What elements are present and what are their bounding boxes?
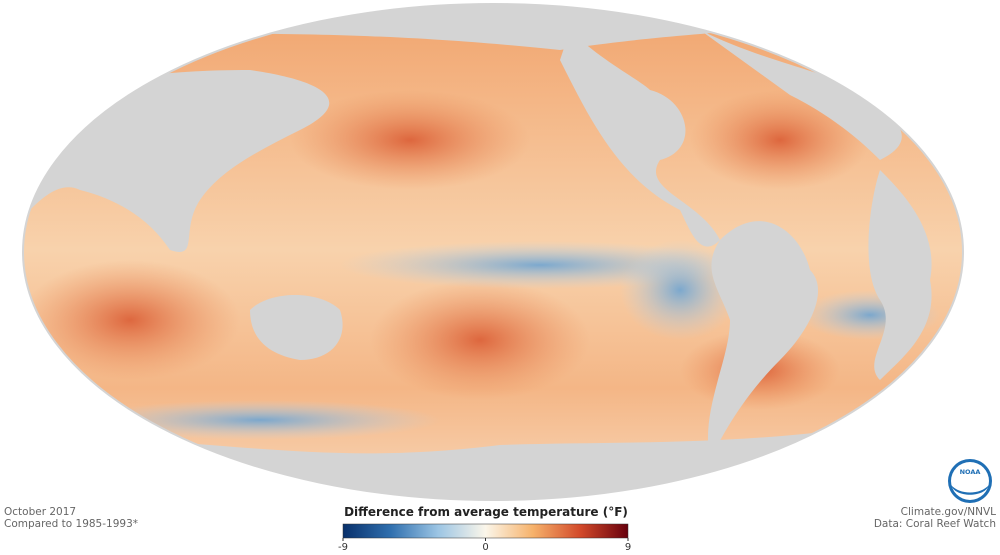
map-source: Data: Coral Reef Watch	[874, 518, 996, 530]
map-credit: Climate.gov/NNVL	[901, 506, 996, 518]
map-date: October 2017	[4, 506, 76, 518]
noaa-logo: NOAA	[948, 459, 992, 503]
color-scale	[342, 523, 629, 539]
legend-tick-label: 9	[625, 542, 631, 553]
logo-text: NOAA	[960, 468, 981, 476]
map-baseline: Compared to 1985-1993*	[4, 518, 138, 530]
legend-title: Difference from average temperature (°F)	[344, 505, 628, 519]
legend-ticks: -9 0 9	[338, 538, 631, 553]
legend-tick-label: 0	[482, 542, 488, 553]
legend-tick-label: -9	[338, 542, 348, 553]
